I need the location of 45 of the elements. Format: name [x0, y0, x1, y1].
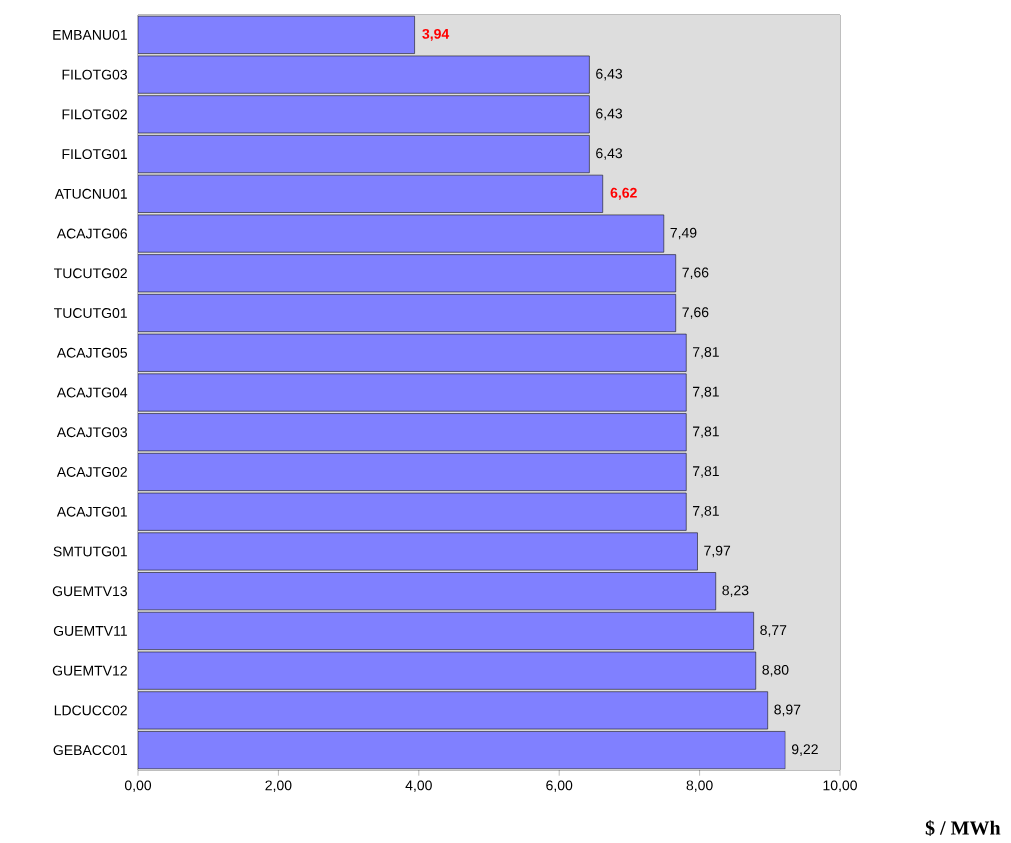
x-tick-label: 0,00 — [124, 780, 152, 792]
y-tick-label: ACAJTG03 — [56, 427, 127, 438]
x-tick-label: 10,00 — [823, 780, 857, 792]
y-tick-label: GEBACC01 — [53, 745, 127, 756]
data-label: 6,43 — [596, 108, 623, 121]
data-label: 7,81 — [693, 386, 719, 399]
data-label: 7,66 — [682, 267, 709, 280]
data-label: 8,97 — [774, 704, 801, 717]
y-tick-label: LDCUCC02 — [54, 705, 127, 716]
x-tick-label: 4,00 — [405, 780, 432, 792]
y-tick-label: ACAJTG02 — [56, 467, 127, 477]
annotation: 6,62 — [610, 187, 637, 200]
y-tick-label: GUEMTV13 — [52, 586, 127, 597]
y-tick-label: GUEMTV12 — [52, 665, 127, 676]
data-label: 7,81 — [693, 466, 719, 478]
y-tick-label: SMTUTG01 — [53, 546, 127, 557]
data-label: 8,23 — [722, 585, 749, 597]
y-tick-label: GUEMTV11 — [53, 625, 127, 636]
y-tick-label: ACAJTG05 — [56, 347, 128, 358]
y-tick-label: TUCUTG02 — [54, 268, 127, 279]
data-label: 8,80 — [762, 664, 789, 677]
y-tick-label: ACAJTG04 — [56, 387, 128, 398]
annotation: 3,94 — [422, 28, 450, 41]
data-label: 7,66 — [682, 307, 709, 319]
y-tick-label: FILOTG02 — [62, 109, 127, 120]
y-tick-label: EMBANU01 — [53, 29, 127, 40]
data-label: 7,97 — [704, 545, 731, 558]
x-tick-label: 8,00 — [686, 780, 713, 792]
y-tick-label: FILOTG03 — [62, 69, 127, 80]
data-label: 9,22 — [791, 744, 818, 756]
x-axis-title: $ / MWh — [925, 820, 1001, 837]
y-tick-label: ACAJTG06 — [56, 228, 127, 239]
data-label: 7,81 — [693, 505, 719, 518]
x-tick-label: 2,00 — [265, 780, 292, 792]
y-tick-label: TUCUTG01 — [54, 308, 127, 318]
data-label: 7,81 — [693, 346, 719, 359]
data-label: 7,81 — [693, 426, 719, 439]
y-tick-label: ATUCNU01 — [54, 188, 127, 199]
data-label: 6,43 — [596, 148, 623, 160]
data-label: 8,77 — [760, 625, 787, 637]
x-tick-label: 6,00 — [546, 780, 573, 792]
data-label: 7,49 — [670, 227, 697, 240]
y-tick-label: FILOTG01 — [62, 149, 127, 160]
data-label: 6,43 — [596, 68, 623, 81]
y-tick-label: ACAJTG01 — [56, 506, 127, 517]
